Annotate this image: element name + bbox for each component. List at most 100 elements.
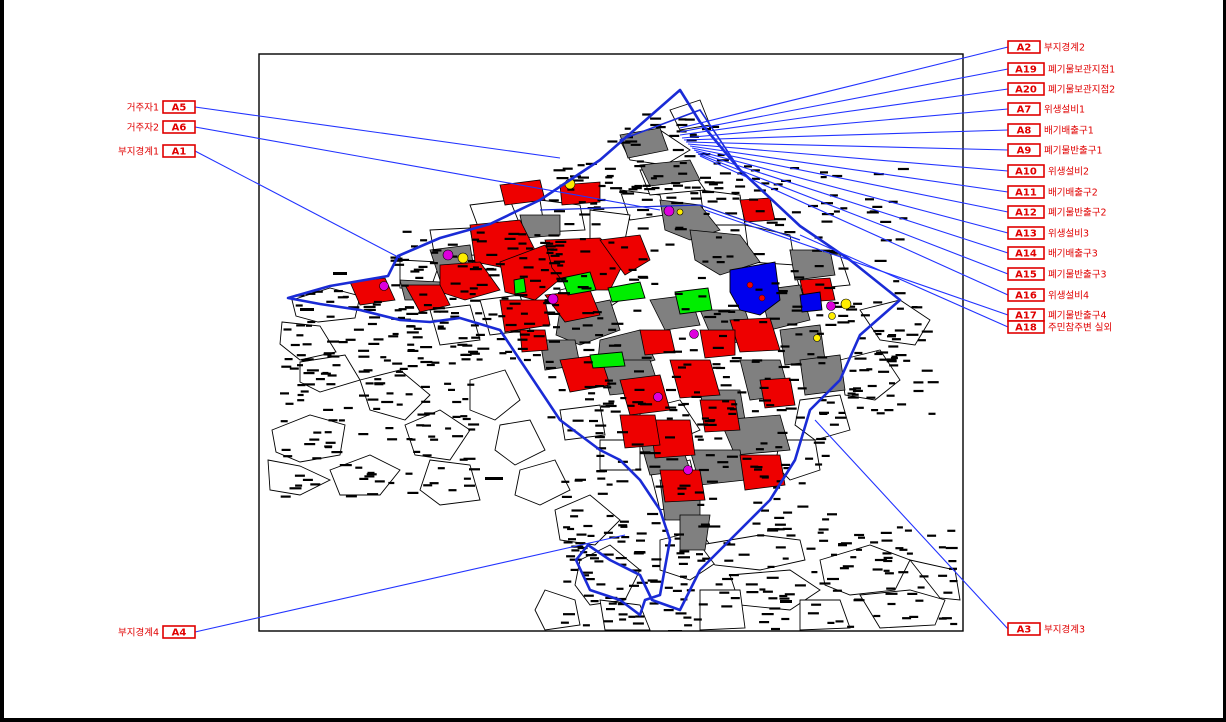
callout-label: 위생설비3 [1048, 228, 1089, 240]
callout-label: 배기배출구3 [1048, 249, 1098, 260]
callout-code: A5 [172, 103, 187, 114]
callout-a5: A5 거주자1 [127, 100, 196, 114]
callout-code-box [162, 100, 196, 114]
callout-code-box [1007, 164, 1045, 178]
callout-code: A20 [1015, 85, 1037, 96]
callout-code-box [1007, 205, 1045, 219]
callout-label: 폐기물반출구4 [1048, 310, 1106, 322]
page-frame-right [1223, 0, 1226, 722]
green-lots [513, 271, 713, 369]
callout-a8: A8 배기배출구1 [1007, 123, 1094, 137]
callout-label: 폐기물반출구3 [1048, 269, 1106, 281]
callout-a16: A16 위생설비4 [1007, 288, 1089, 302]
callout-code-box [1007, 185, 1045, 199]
callout-code-box [1007, 82, 1045, 96]
callout-label: 폐기물반출구1 [1044, 145, 1102, 157]
leader-line-a2 [679, 46, 1009, 129]
callout-code-box [162, 120, 196, 134]
callout-code: A1 [172, 147, 187, 158]
callout-label: 부지경계3 [1044, 624, 1085, 636]
leader-line-a4 [194, 534, 626, 633]
callout-code: A8 [1017, 126, 1032, 137]
leader-line-a19 [679, 68, 1009, 133]
leader-line-a6 [194, 126, 661, 211]
callout-code: A15 [1015, 270, 1037, 281]
leader-line-a9 [685, 141, 1009, 151]
callout-label: 폐기물보관지점2 [1048, 84, 1115, 96]
callout-a6: A6 거주자2 [127, 120, 196, 134]
leader-line-a17 [704, 209, 1009, 316]
callout-code-box [1007, 40, 1041, 54]
leader-line-a11 [689, 145, 1009, 193]
callout-code-box [1007, 267, 1045, 281]
leader-line-a8 [683, 129, 1009, 141]
callout-label: 폐기물보관지점1 [1048, 64, 1115, 76]
page-frame-bottom [0, 718, 1226, 722]
callout-label: 주민참주변 실외 [1048, 322, 1112, 334]
callout-code-box [1007, 143, 1041, 157]
callout-code: A18 [1015, 323, 1037, 334]
callout-a15: A15 폐기물반출구3 [1007, 267, 1106, 281]
callout-label: 부지경계1 [118, 146, 159, 158]
callout-a1: A1 부지경계1 [118, 144, 196, 158]
callout-a11: A11 배기배출구2 [1007, 185, 1098, 199]
callout-code: A10 [1015, 167, 1037, 178]
callout-code: A13 [1015, 229, 1037, 240]
leader-line-a15 [697, 153, 1009, 275]
leader-line-a20 [679, 88, 1009, 136]
callout-label: 위생설비1 [1044, 104, 1085, 116]
callout-code-box [1007, 320, 1045, 334]
callout-code: A6 [172, 123, 187, 134]
leader-line-a13 [693, 149, 1009, 234]
callout-a14: A14 배기배출구3 [1007, 246, 1098, 260]
leader-line-a10 [687, 143, 1009, 172]
callout-label: 거주자2 [127, 123, 159, 134]
callout-labels: A5 거주자1 A6 거주자2 A1 부지경계1 A4 부지경계4 A2 부지경계2 A19 폐기물보… [118, 40, 1115, 639]
callout-label: 거주자1 [127, 103, 159, 114]
page-frame-left [0, 0, 4, 722]
callout-a2: A2 부지경계2 [1007, 40, 1085, 54]
callout-code-box [1007, 102, 1041, 116]
leader-line-a3 [814, 419, 1009, 630]
site-boundary-line [286, 88, 902, 617]
callout-a7: A7 위생설비1 [1007, 102, 1085, 116]
callout-code-box [162, 144, 196, 158]
callout-code-box [1007, 288, 1045, 302]
leader-line-a12 [691, 147, 1009, 213]
callout-code: A7 [1017, 105, 1032, 116]
leader-line-a1 [194, 150, 401, 259]
callout-code: A2 [1017, 43, 1032, 54]
callout-code: A16 [1015, 291, 1037, 302]
callout-label: 부지경계4 [118, 627, 159, 639]
callout-code-box [1007, 226, 1045, 240]
callout-code: A17 [1015, 311, 1037, 322]
leader-line-a16 [699, 155, 1009, 296]
leader-line-a18 [799, 234, 1009, 328]
callout-code: A11 [1015, 188, 1037, 199]
callout-label: 배기배출구1 [1044, 126, 1094, 137]
callout-code-box [1007, 622, 1041, 636]
callout-code: A9 [1017, 146, 1032, 157]
callout-code-box [162, 625, 196, 639]
sampling-points [379, 178, 852, 475]
callout-a20: A20 폐기물보관지점2 [1007, 82, 1115, 96]
callout-a13: A13 위생설비3 [1007, 226, 1089, 240]
callout-a19: A19 폐기물보관지점1 [1007, 62, 1115, 76]
callout-a3: A3 부지경계3 [1007, 622, 1085, 636]
callout-a12: A12 폐기물반출구2 [1007, 205, 1106, 219]
callout-label: 폐기물반출구2 [1048, 207, 1106, 219]
callout-code-box [1007, 62, 1045, 76]
callout-label: 배기배출구2 [1048, 188, 1098, 199]
callout-a10: A10 위생설비2 [1007, 164, 1089, 178]
leader-line-a7 [681, 108, 1009, 139]
callout-code: A4 [172, 628, 187, 639]
callout-code: A3 [1017, 625, 1032, 636]
callout-a17: A17 폐기물반출구4 [1007, 308, 1106, 322]
callout-label: 위생설비2 [1048, 166, 1089, 178]
callout-code-box [1007, 246, 1045, 260]
callout-a4: A4 부지경계4 [118, 625, 196, 639]
map-content [267, 88, 961, 631]
callout-a18: A18 주민참주변 실외 [1007, 320, 1112, 334]
callout-label: 위생설비4 [1048, 290, 1089, 302]
